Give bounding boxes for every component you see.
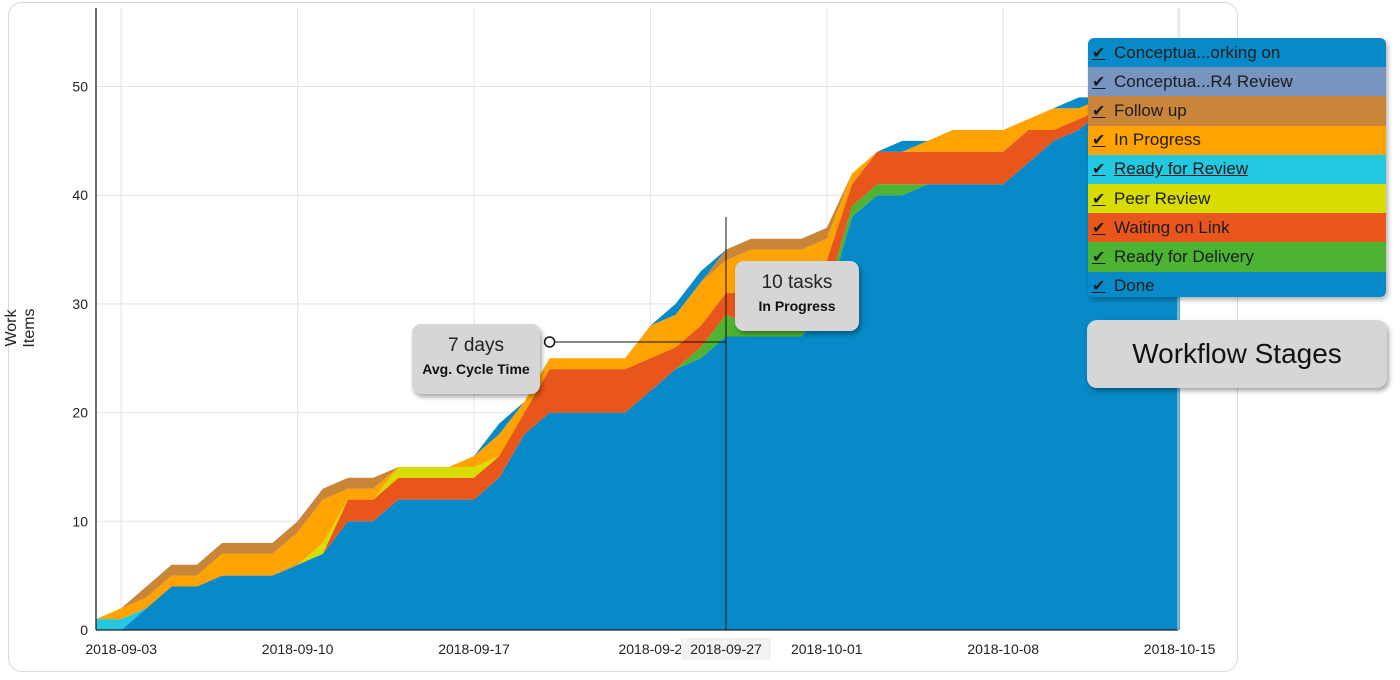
cycle-time-marker [543,336,556,348]
x-tick-label: 2018-09-17 [438,641,510,657]
checkmark-icon[interactable]: ✔ [1092,219,1106,237]
legend-item[interactable]: ✔ Conceptua...orking on [1088,38,1386,68]
x-tick-label: 2018-10-08 [967,641,1039,657]
checkmark-icon[interactable]: ✔ [1092,102,1106,120]
legend-item[interactable]: ✔ In Progress [1088,125,1386,155]
y-tick-label: 10 [72,513,88,529]
cycle-time-value: 7 days [448,335,504,356]
legend-item-label: Ready for Delivery [1114,246,1254,266]
x-tick-label: 2018-09-03 [85,641,157,657]
x-tick-label: 2018-09-2 [618,641,682,657]
area-follow-up [96,86,1180,620]
y-tick-label: 0 [80,622,88,638]
checkmark-icon[interactable]: ✔ [1092,73,1106,91]
checkmark-icon[interactable]: ✔ [1092,161,1106,179]
checkmark-icon[interactable]: ✔ [1092,132,1106,150]
legend-item-label: Done [1114,276,1155,296]
x-tick-label: 2018-09-10 [262,641,334,657]
legend-item-label: Waiting on Link [1114,217,1230,237]
in-progress-callout: 10 tasks In Progress [735,261,859,331]
hover-date-label: 2018-09-27 [690,641,762,657]
y-tick-label: 30 [72,296,88,312]
legend-item-label: Follow up [1114,100,1187,120]
legend-item-label: In Progress [1114,130,1201,150]
y-tick-label: 20 [72,405,88,421]
legend-item[interactable]: ✔ Done [1088,271,1386,297]
checkmark-icon[interactable]: ✔ [1092,248,1106,266]
legend-item[interactable]: ✔ Peer Review [1088,183,1386,214]
legend-item[interactable]: ✔ Ready for Delivery [1088,242,1386,272]
avg-cycle-time-callout: 7 days Avg. Cycle Time [412,324,540,394]
workflow-stages-label: Workflow Stages [1087,320,1387,388]
y-tick-label: 40 [72,187,88,203]
checkmark-icon[interactable]: ✔ [1092,278,1106,296]
legend-item-label: Ready for Review [1114,159,1249,179]
legend-item-label: Peer Review [1114,188,1211,208]
legend-item[interactable]: ✔ Conceptua...R4 Review [1088,67,1386,97]
x-tick-label: 2018-10-01 [791,641,863,657]
legend-item[interactable]: ✔ Ready for Review [1088,154,1386,184]
checkmark-icon[interactable]: ✔ [1092,190,1106,208]
tick-labels: 0 10 20 30 40 50 2018-09-03 2018-09-10 2018-09-1… [72,79,1215,658]
in-progress-label: In Progress [758,298,836,314]
legend-item-label: Conceptua...orking on [1114,42,1281,62]
cycle-time-label: Avg. Cycle Time [422,361,530,377]
hover-markers: 2018-09-27 [543,216,771,660]
checkmark-icon[interactable]: ✔ [1092,44,1106,62]
stacked-areas [96,86,1180,630]
y-axis-label: Work Items [3,308,38,348]
y-tick-label: 50 [72,79,88,95]
legend-item[interactable]: ✔ Waiting on Link [1088,213,1386,243]
hover-date-background [681,638,771,660]
in-progress-value: 10 tasks [761,272,833,293]
x-tick-label: 2018-10-15 [1144,641,1216,657]
area-in-progress [96,86,1180,620]
legend-item[interactable]: ✔ Follow up [1088,96,1386,126]
area-done [96,86,1180,630]
legend-item-label: Conceptua...R4 Review [1114,71,1293,91]
legend: ✔ Conceptua...orking on ✔ Conceptua...R4 Re… [1088,38,1386,297]
